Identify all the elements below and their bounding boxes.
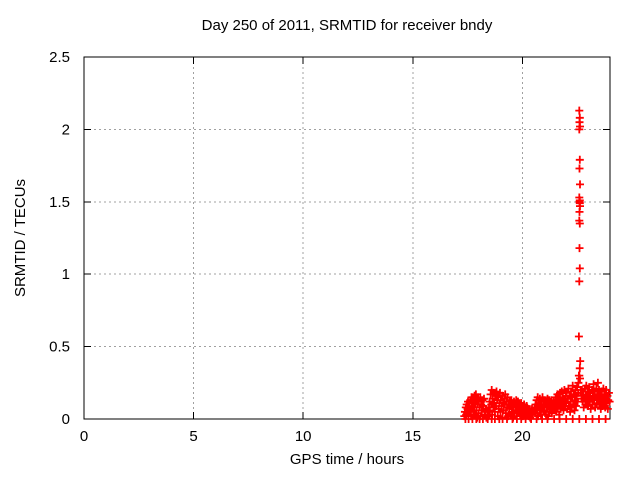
x-tick-label: 15 <box>404 428 421 445</box>
gridlines <box>84 57 610 419</box>
x-tick-label: 5 <box>189 428 197 445</box>
y-tick-label: 0 <box>62 411 70 428</box>
y-tick-label: 2 <box>62 121 70 138</box>
plot-border <box>83 56 611 420</box>
y-tick-label: 0.5 <box>49 339 70 356</box>
y-axis-label: SRMTID / TECUs <box>12 179 29 297</box>
y-tick-label: 2.5 <box>49 49 70 66</box>
y-tick-label: 1.5 <box>49 194 70 211</box>
y-tick-labels: 0 0.5 1 1.5 2 2.5 <box>49 49 70 428</box>
x-tick-label: 20 <box>514 428 531 445</box>
data-points-srmtid <box>460 106 614 423</box>
x-tick-label: 0 <box>80 428 88 445</box>
y-tick-label: 1 <box>62 266 70 283</box>
x-tick-label: 10 <box>295 428 312 445</box>
chart-title: Day 250 of 2011, SRMTID for receiver bnd… <box>202 17 493 34</box>
axis-ticks <box>83 56 610 420</box>
x-tick-labels: 0 5 10 15 20 <box>80 428 531 445</box>
x-axis-label: GPS time / hours <box>290 451 404 468</box>
